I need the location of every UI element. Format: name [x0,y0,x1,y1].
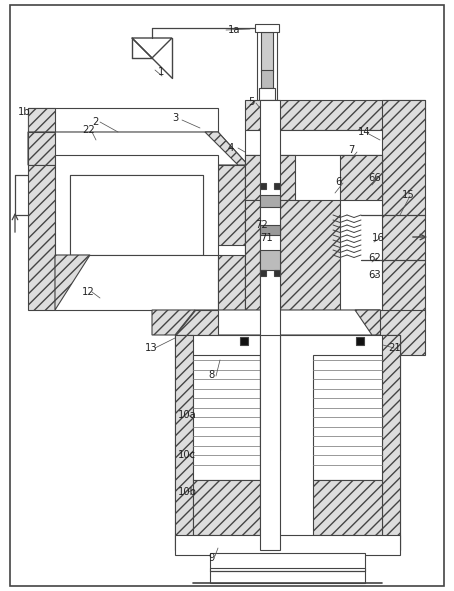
Bar [260,100,280,450]
Bar [260,250,280,270]
Bar [274,270,280,276]
Polygon shape [245,155,382,310]
Polygon shape [245,100,425,130]
Bar [210,553,365,571]
Bar [255,24,279,32]
Bar [313,480,382,535]
Polygon shape [245,130,425,155]
Bar [218,165,245,245]
Bar [193,355,260,480]
Bar [193,480,260,535]
Bar [313,355,382,480]
Bar [240,337,248,345]
Text: 12: 12 [82,287,95,297]
Bar [175,335,193,550]
Polygon shape [28,108,218,132]
Bar [175,335,400,550]
Bar [260,335,280,550]
Bar [259,88,275,100]
Text: 2: 2 [92,117,99,127]
Polygon shape [28,108,55,132]
Polygon shape [132,38,172,58]
Text: 6: 6 [335,177,341,187]
Bar [210,568,365,583]
Polygon shape [55,255,90,310]
Polygon shape [218,255,245,310]
Polygon shape [340,155,382,200]
Text: 7: 7 [348,145,355,155]
Polygon shape [152,310,195,335]
Polygon shape [175,310,218,335]
Text: 4: 4 [228,143,234,153]
Bar [70,175,203,255]
Bar [55,155,218,270]
Bar [274,183,280,189]
Text: 8: 8 [208,370,214,380]
Bar [260,225,280,235]
Polygon shape [245,155,295,200]
Text: 62: 62 [368,253,381,263]
Text: 13: 13 [145,343,158,353]
Polygon shape [380,310,425,355]
Text: 10b: 10b [178,487,197,497]
Bar [382,335,400,550]
Text: 15: 15 [402,190,415,200]
Text: 5: 5 [248,97,254,107]
Polygon shape [175,310,400,335]
Bar [175,535,400,555]
Bar [382,100,425,315]
Polygon shape [28,132,248,165]
Bar [257,28,277,100]
Polygon shape [205,132,248,165]
Text: 71: 71 [260,233,273,243]
Bar [260,195,280,207]
Text: 22: 22 [82,125,95,135]
Text: 3: 3 [172,113,178,123]
Text: 16: 16 [372,233,385,243]
Text: 72: 72 [255,220,268,230]
Text: 10c: 10c [178,450,196,460]
Polygon shape [280,200,340,310]
Text: 1: 1 [158,67,164,77]
Text: 1a: 1a [228,25,241,35]
Bar [261,32,273,72]
Polygon shape [245,200,260,310]
Bar [70,175,203,255]
Bar [260,270,266,276]
Bar [261,70,273,88]
Bar [28,165,55,310]
Text: 21: 21 [388,343,401,353]
Bar [55,255,218,310]
Text: 9: 9 [208,553,214,563]
Text: 1b: 1b [18,107,30,117]
Bar [356,337,364,345]
Text: 66: 66 [368,173,381,183]
Bar [260,183,266,189]
Text: 10a: 10a [178,410,197,420]
Text: 14: 14 [358,127,370,137]
Text: 63: 63 [368,270,380,280]
Polygon shape [28,132,55,165]
Polygon shape [355,310,400,335]
